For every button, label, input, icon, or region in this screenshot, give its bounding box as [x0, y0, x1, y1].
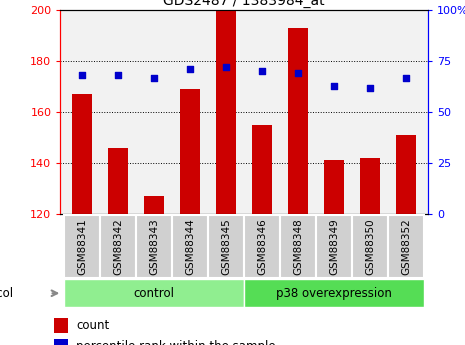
FancyBboxPatch shape: [64, 215, 100, 278]
Text: GSM88350: GSM88350: [365, 218, 375, 275]
Text: GSM88344: GSM88344: [185, 218, 195, 275]
Bar: [360, 158, 380, 214]
Text: GSM88349: GSM88349: [329, 218, 339, 275]
FancyBboxPatch shape: [388, 215, 424, 278]
Text: GSM88345: GSM88345: [221, 218, 231, 275]
Text: p38 overexpression: p38 overexpression: [276, 287, 392, 300]
Text: GSM88341: GSM88341: [77, 218, 87, 275]
Bar: [144, 196, 164, 214]
Text: GSM88343: GSM88343: [149, 218, 159, 275]
FancyBboxPatch shape: [244, 215, 280, 278]
FancyBboxPatch shape: [172, 215, 208, 278]
Bar: [54, 339, 68, 345]
Bar: [216, 10, 236, 214]
Text: GSM88342: GSM88342: [113, 218, 123, 275]
Text: count: count: [76, 319, 110, 332]
Text: protocol: protocol: [0, 287, 14, 300]
Point: [114, 73, 122, 78]
FancyBboxPatch shape: [100, 215, 136, 278]
Point: [331, 83, 338, 88]
FancyBboxPatch shape: [244, 279, 424, 307]
Bar: [72, 94, 92, 214]
Text: control: control: [133, 287, 174, 300]
Text: GSM88352: GSM88352: [401, 218, 411, 275]
Bar: [396, 135, 416, 214]
Text: GSM88346: GSM88346: [257, 218, 267, 275]
FancyBboxPatch shape: [316, 215, 352, 278]
Point: [366, 85, 374, 90]
Bar: [180, 89, 200, 214]
Point: [186, 67, 194, 72]
Point: [294, 71, 302, 76]
Text: GSM88348: GSM88348: [293, 218, 303, 275]
Bar: [288, 28, 308, 214]
Title: GDS2487 / 1383984_at: GDS2487 / 1383984_at: [163, 0, 325, 8]
Point: [222, 65, 230, 70]
FancyBboxPatch shape: [64, 279, 244, 307]
FancyBboxPatch shape: [280, 215, 316, 278]
Bar: [108, 148, 128, 214]
Point: [78, 73, 86, 78]
Text: percentile rank within the sample: percentile rank within the sample: [76, 340, 276, 345]
FancyBboxPatch shape: [136, 215, 172, 278]
FancyBboxPatch shape: [208, 215, 244, 278]
Point: [150, 75, 158, 80]
FancyBboxPatch shape: [352, 215, 388, 278]
Point: [403, 75, 410, 80]
Bar: [54, 318, 68, 333]
Bar: [324, 160, 344, 214]
Point: [259, 69, 266, 74]
Bar: [252, 125, 272, 214]
